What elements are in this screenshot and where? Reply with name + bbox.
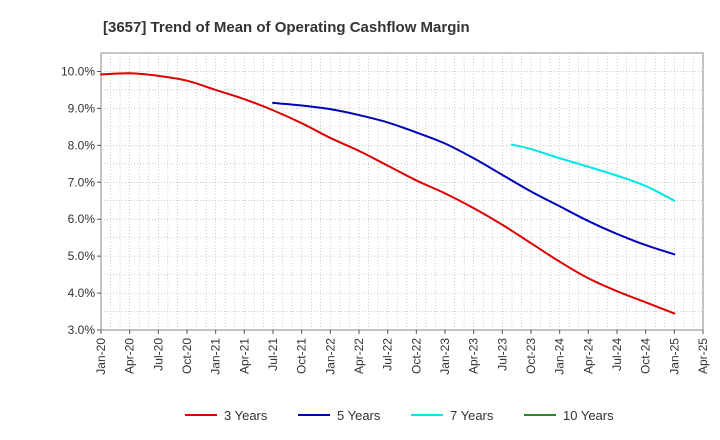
- x-tick-label: Oct-23: [524, 338, 538, 374]
- x-tick-label: Jan-24: [553, 338, 567, 375]
- legend-label-5-years: 5 Years: [337, 408, 381, 423]
- y-tick-label: 6.0%: [68, 212, 96, 226]
- x-axis: Jan-20 Apr-20 Jul-20 Oct-20 Jan-21 Apr-21 Jul-…: [94, 330, 710, 375]
- x-tick-label: Jul-22: [381, 338, 395, 371]
- legend: 3 Years 5 Years 7 Years 10 Years: [185, 408, 614, 423]
- y-tick-label: 4.0%: [68, 286, 96, 300]
- x-tick-label: Jan-25: [667, 338, 681, 375]
- x-tick-label: Apr-23: [467, 338, 481, 374]
- x-tick-label: Jan-23: [438, 338, 452, 375]
- x-tick-label: Apr-25: [696, 338, 710, 374]
- y-tick-label: 9.0%: [68, 101, 96, 115]
- x-tick-label: Oct-24: [639, 338, 653, 374]
- series-line-3-years: [100, 72, 676, 315]
- x-tick-label: Jan-21: [209, 338, 223, 375]
- y-tick-label: 3.0%: [68, 323, 96, 337]
- x-tick-label: Apr-24: [581, 338, 595, 374]
- x-tick-label: Jul-20: [151, 338, 165, 371]
- series-line-7-years: [510, 143, 676, 202]
- legend-label-10-years: 10 Years: [563, 408, 614, 423]
- x-tick-label: Jul-24: [610, 338, 624, 371]
- x-tick-label: Oct-20: [180, 338, 194, 374]
- x-tick-label: Oct-21: [295, 338, 309, 374]
- x-tick-label: Jan-20: [94, 338, 108, 375]
- legend-label-7-years: 7 Years: [450, 408, 494, 423]
- x-tick-label: Jul-23: [495, 338, 509, 371]
- series-group: [100, 72, 676, 315]
- x-tick-label: Apr-21: [237, 338, 251, 374]
- legend-label-3-years: 3 Years: [224, 408, 268, 423]
- x-tick-label: Jul-21: [266, 338, 280, 371]
- series-line-5-years: [272, 101, 676, 256]
- x-tick-label: Oct-22: [409, 338, 423, 374]
- chart-title: [3657] Trend of Mean of Operating Cashfl…: [103, 19, 470, 36]
- y-tick-label: 5.0%: [68, 249, 96, 263]
- y-tick-label: 8.0%: [68, 138, 96, 152]
- x-tick-label: Apr-20: [123, 338, 137, 374]
- y-axis: 3.0% 4.0% 5.0% 6.0% 7.0% 8.0% 9.0% 10.0%: [61, 64, 101, 337]
- y-tick-label: 7.0%: [68, 175, 96, 189]
- x-tick-label: Jan-22: [323, 338, 337, 375]
- grid: [101, 52, 703, 330]
- y-tick-label: 10.0%: [61, 64, 95, 78]
- plot-area: [100, 52, 704, 331]
- x-tick-label: Apr-22: [352, 338, 366, 374]
